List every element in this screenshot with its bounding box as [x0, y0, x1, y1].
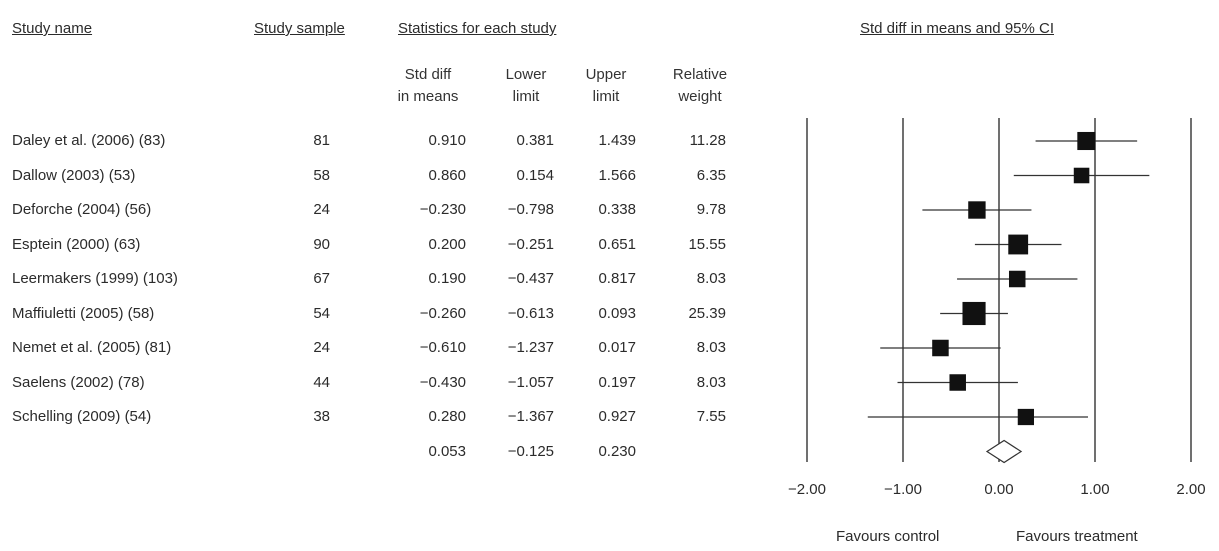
study-name: Maffiuletti (2005) (58) — [12, 304, 155, 322]
study-lower-limit: −0.798 — [507, 201, 554, 218]
study-lower-limit: −1.237 — [507, 339, 554, 356]
study-sample: 81 — [313, 132, 330, 149]
study-relative-weight: 8.03 — [696, 339, 726, 356]
summary-lower-limit: −0.125 — [507, 442, 554, 460]
study-upper-limit: 0.651 — [598, 235, 636, 253]
x-tick-label: 1.00 — [1080, 481, 1109, 498]
forest-plot: −2.00 −1.00 0.00 1.00 2.00 — [788, 118, 1206, 498]
study-sample: 44 — [313, 373, 330, 391]
study-name: Schelling (2009) (54) — [12, 408, 152, 425]
study-estimate-square — [1017, 408, 1035, 426]
header-study-sample: Study sample — [254, 20, 345, 37]
study-relative-weight: 15.55 — [688, 235, 726, 253]
study-sample: 24 — [313, 201, 330, 218]
study-relative-weight: 9.78 — [696, 201, 726, 218]
study-sample: 24 — [313, 339, 330, 356]
study-upper-limit: 1.566 — [598, 166, 636, 184]
subheader-lower: Lower limit — [496, 64, 556, 108]
study-upper-limit: 0.338 — [598, 201, 636, 218]
subheader-upper-line1: Upper — [585, 66, 627, 83]
study-estimate-square — [949, 374, 966, 391]
study-std-diff: 0.190 — [428, 270, 466, 287]
study-relative-weight: 7.55 — [696, 408, 726, 425]
study-name: Daley et al. (2006) (83) — [12, 132, 166, 149]
footer-favours-treatment: Favours treatment — [1016, 528, 1138, 545]
header-statistics: Statistics for each study — [398, 20, 557, 37]
x-tick-label: −2.00 — [788, 481, 826, 498]
study-estimate-square — [968, 201, 986, 219]
x-tick-label: −1.00 — [884, 481, 922, 498]
study-name: Saelens (2002) (78) — [12, 373, 145, 391]
subheader-lower-line1: Lower — [505, 66, 547, 83]
study-sample: 58 — [313, 166, 330, 184]
study-sample: 54 — [313, 304, 330, 322]
study-relative-weight: 25.39 — [688, 304, 726, 322]
study-std-diff: −0.260 — [419, 304, 466, 322]
study-std-diff: 0.860 — [428, 166, 466, 184]
study-sample: 38 — [313, 408, 330, 425]
study-estimate-square — [1073, 167, 1090, 184]
study-std-diff: 0.200 — [428, 235, 466, 253]
study-std-diff: −0.610 — [419, 339, 466, 356]
study-estimate-square — [932, 339, 949, 357]
subheader-upper: Upper limit — [576, 64, 636, 108]
header-plot-title: Std diff in means and 95% CI — [860, 20, 1055, 37]
study-std-diff: 0.910 — [428, 132, 466, 149]
study-upper-limit: 0.093 — [598, 304, 636, 322]
study-upper-limit: 0.927 — [598, 408, 636, 425]
subheader-std-diff-line1: Std diff — [404, 66, 452, 83]
study-name: Esptein (2000) (63) — [12, 235, 141, 253]
study-upper-limit: 0.017 — [598, 339, 636, 356]
study-estimate-square — [1008, 234, 1029, 255]
study-estimate-square — [962, 301, 986, 326]
study-relative-weight: 8.03 — [696, 270, 726, 287]
study-lower-limit: 0.381 — [516, 132, 554, 149]
study-sample: 90 — [313, 235, 330, 253]
subheader-weight-line2: weight — [678, 88, 722, 105]
header-study-name: Study name — [12, 20, 93, 37]
footer-favours-control: Favours control — [836, 528, 940, 545]
study-relative-weight: 6.35 — [696, 166, 726, 184]
study-std-diff: −0.430 — [419, 373, 466, 391]
subheader-upper-line2: limit — [592, 88, 620, 105]
study-name: Leermakers (1999) (103) — [12, 270, 178, 287]
study-name: Deforche (2004) (56) — [12, 201, 152, 218]
subheader-weight-line1: Relative — [672, 66, 728, 83]
subheader-lower-line2: limit — [512, 88, 540, 105]
summary-upper-limit: 0.230 — [598, 442, 636, 460]
study-upper-limit: 0.817 — [598, 270, 636, 287]
summary-diamond — [985, 439, 1023, 464]
study-name: Dallow (2003) (53) — [12, 166, 136, 184]
x-tick-label: 2.00 — [1176, 481, 1205, 498]
study-name: Nemet et al. (2005) (81) — [12, 339, 172, 356]
study-relative-weight: 8.03 — [696, 373, 726, 391]
subheader-std-diff: Std diff in means — [382, 64, 474, 108]
study-upper-limit: 0.197 — [598, 373, 636, 391]
study-lower-limit: −1.367 — [507, 408, 554, 425]
study-relative-weight: 11.28 — [689, 132, 726, 149]
study-lower-limit: −0.437 — [507, 270, 554, 287]
study-upper-limit: 1.439 — [598, 132, 636, 149]
subheader-std-diff-line2: in means — [397, 88, 459, 105]
study-estimate-square — [1008, 270, 1026, 288]
study-lower-limit: −1.057 — [507, 373, 554, 391]
study-sample: 67 — [313, 270, 330, 287]
study-lower-limit: −0.613 — [507, 304, 554, 322]
study-lower-limit: 0.154 — [516, 166, 554, 184]
x-tick-label: 0.00 — [984, 481, 1013, 498]
study-std-diff: −0.230 — [419, 201, 466, 218]
subheader-weight: Relative weight — [660, 64, 740, 108]
study-lower-limit: −0.251 — [507, 235, 554, 253]
study-estimate-square — [1077, 131, 1096, 151]
study-std-diff: 0.280 — [428, 408, 466, 425]
summary-std-diff: 0.053 — [428, 442, 466, 460]
